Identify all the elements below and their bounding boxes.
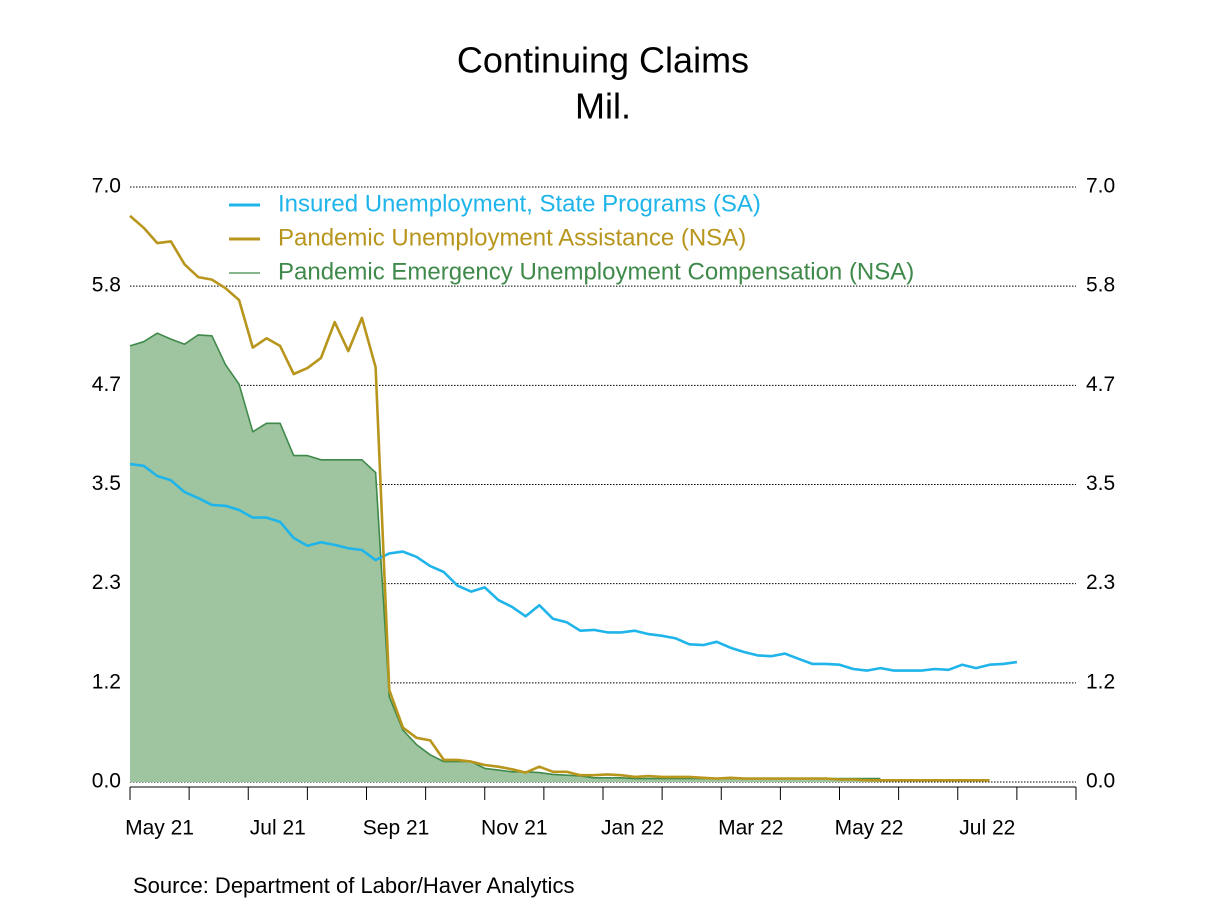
y2-tick-label: 7.0 — [1086, 175, 1115, 198]
y2-tick-label: 3.5 — [1086, 472, 1115, 495]
x-tick-label: Jul 22 — [959, 817, 1015, 840]
y2-tick-label: 0.0 — [1086, 770, 1115, 793]
chart-title: Continuing Claims — [457, 40, 749, 81]
y2-tick-label: 1.2 — [1086, 670, 1115, 693]
x-tick-label: Jul 21 — [250, 817, 306, 840]
line — [129, 214, 990, 782]
y-tick-label: 7.0 — [92, 175, 121, 198]
x-tick-label: Jan 22 — [601, 817, 664, 840]
y-tick-label: 2.3 — [92, 571, 121, 594]
line — [129, 462, 1018, 672]
y-tick-label: 3.5 — [92, 472, 121, 495]
legend-label: Insured Unemployment, State Programs (SA… — [278, 190, 761, 217]
y-tick-label: 0.0 — [92, 770, 121, 793]
x-tick-label: May 21 — [125, 817, 194, 840]
legend-label: Pandemic Unemployment Assistance (NSA) — [278, 224, 746, 251]
x-tick-label: Nov 21 — [481, 817, 548, 840]
y-tick-label: 1.2 — [92, 670, 121, 693]
y2-tick-label: 4.7 — [1086, 373, 1115, 396]
y-tick-label: 5.8 — [92, 274, 121, 297]
y2-tick-label: 2.3 — [1086, 571, 1115, 594]
legend-label: Pandemic Emergency Unemployment Compensa… — [278, 258, 914, 285]
y-tick-label: 4.7 — [92, 373, 121, 396]
x-tick-label: May 22 — [835, 817, 904, 840]
x-tick-label: Sep 21 — [363, 817, 430, 840]
chart-subtitle: Mil. — [575, 86, 631, 127]
source: Source: Department of Labor/Haver Analyt… — [133, 873, 574, 898]
x-tick-label: Mar 22 — [718, 817, 783, 840]
area — [130, 333, 881, 782]
y2-tick-label: 5.8 — [1086, 274, 1115, 297]
